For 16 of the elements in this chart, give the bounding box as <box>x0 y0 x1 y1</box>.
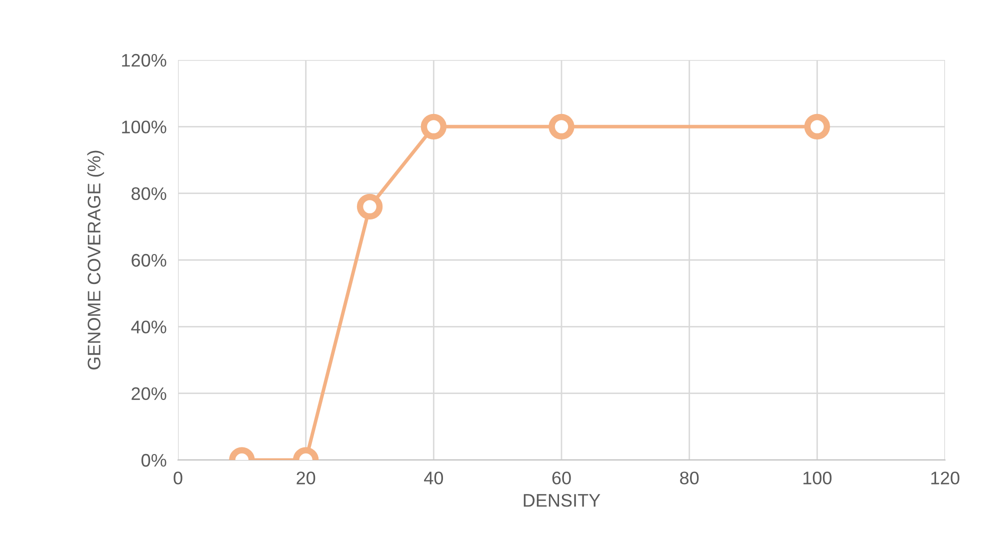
x-tick-label: 100 <box>803 472 832 484</box>
x-tick-label: 80 <box>680 472 699 484</box>
y-tick-label: 120% <box>122 54 166 67</box>
y-tick-label: 80% <box>132 187 166 200</box>
x-tick-label: 60 <box>552 472 571 484</box>
x-tick-label: 40 <box>424 472 444 484</box>
y-tick-label: 0% <box>142 454 166 467</box>
x-tick-label: 0 <box>174 472 182 484</box>
x-tick-label: 120 <box>931 472 960 484</box>
x-tick-label: 20 <box>296 472 316 484</box>
y-tick-label: 100% <box>122 120 166 134</box>
y-tick-label: 40% <box>131 320 166 334</box>
x-axis-title: DENSITY <box>524 494 600 507</box>
y-tick-label: 20% <box>132 387 166 400</box>
y-axis-title: GENOME COVERAGE (%) <box>87 150 104 370</box>
y-tick-label: 60% <box>132 254 166 267</box>
